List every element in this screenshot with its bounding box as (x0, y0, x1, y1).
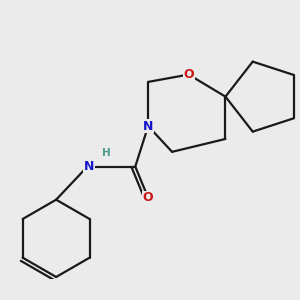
Text: N: N (143, 120, 153, 133)
Text: O: O (143, 191, 154, 204)
Text: H: H (102, 148, 111, 158)
Text: N: N (84, 160, 94, 173)
Text: O: O (183, 68, 194, 81)
